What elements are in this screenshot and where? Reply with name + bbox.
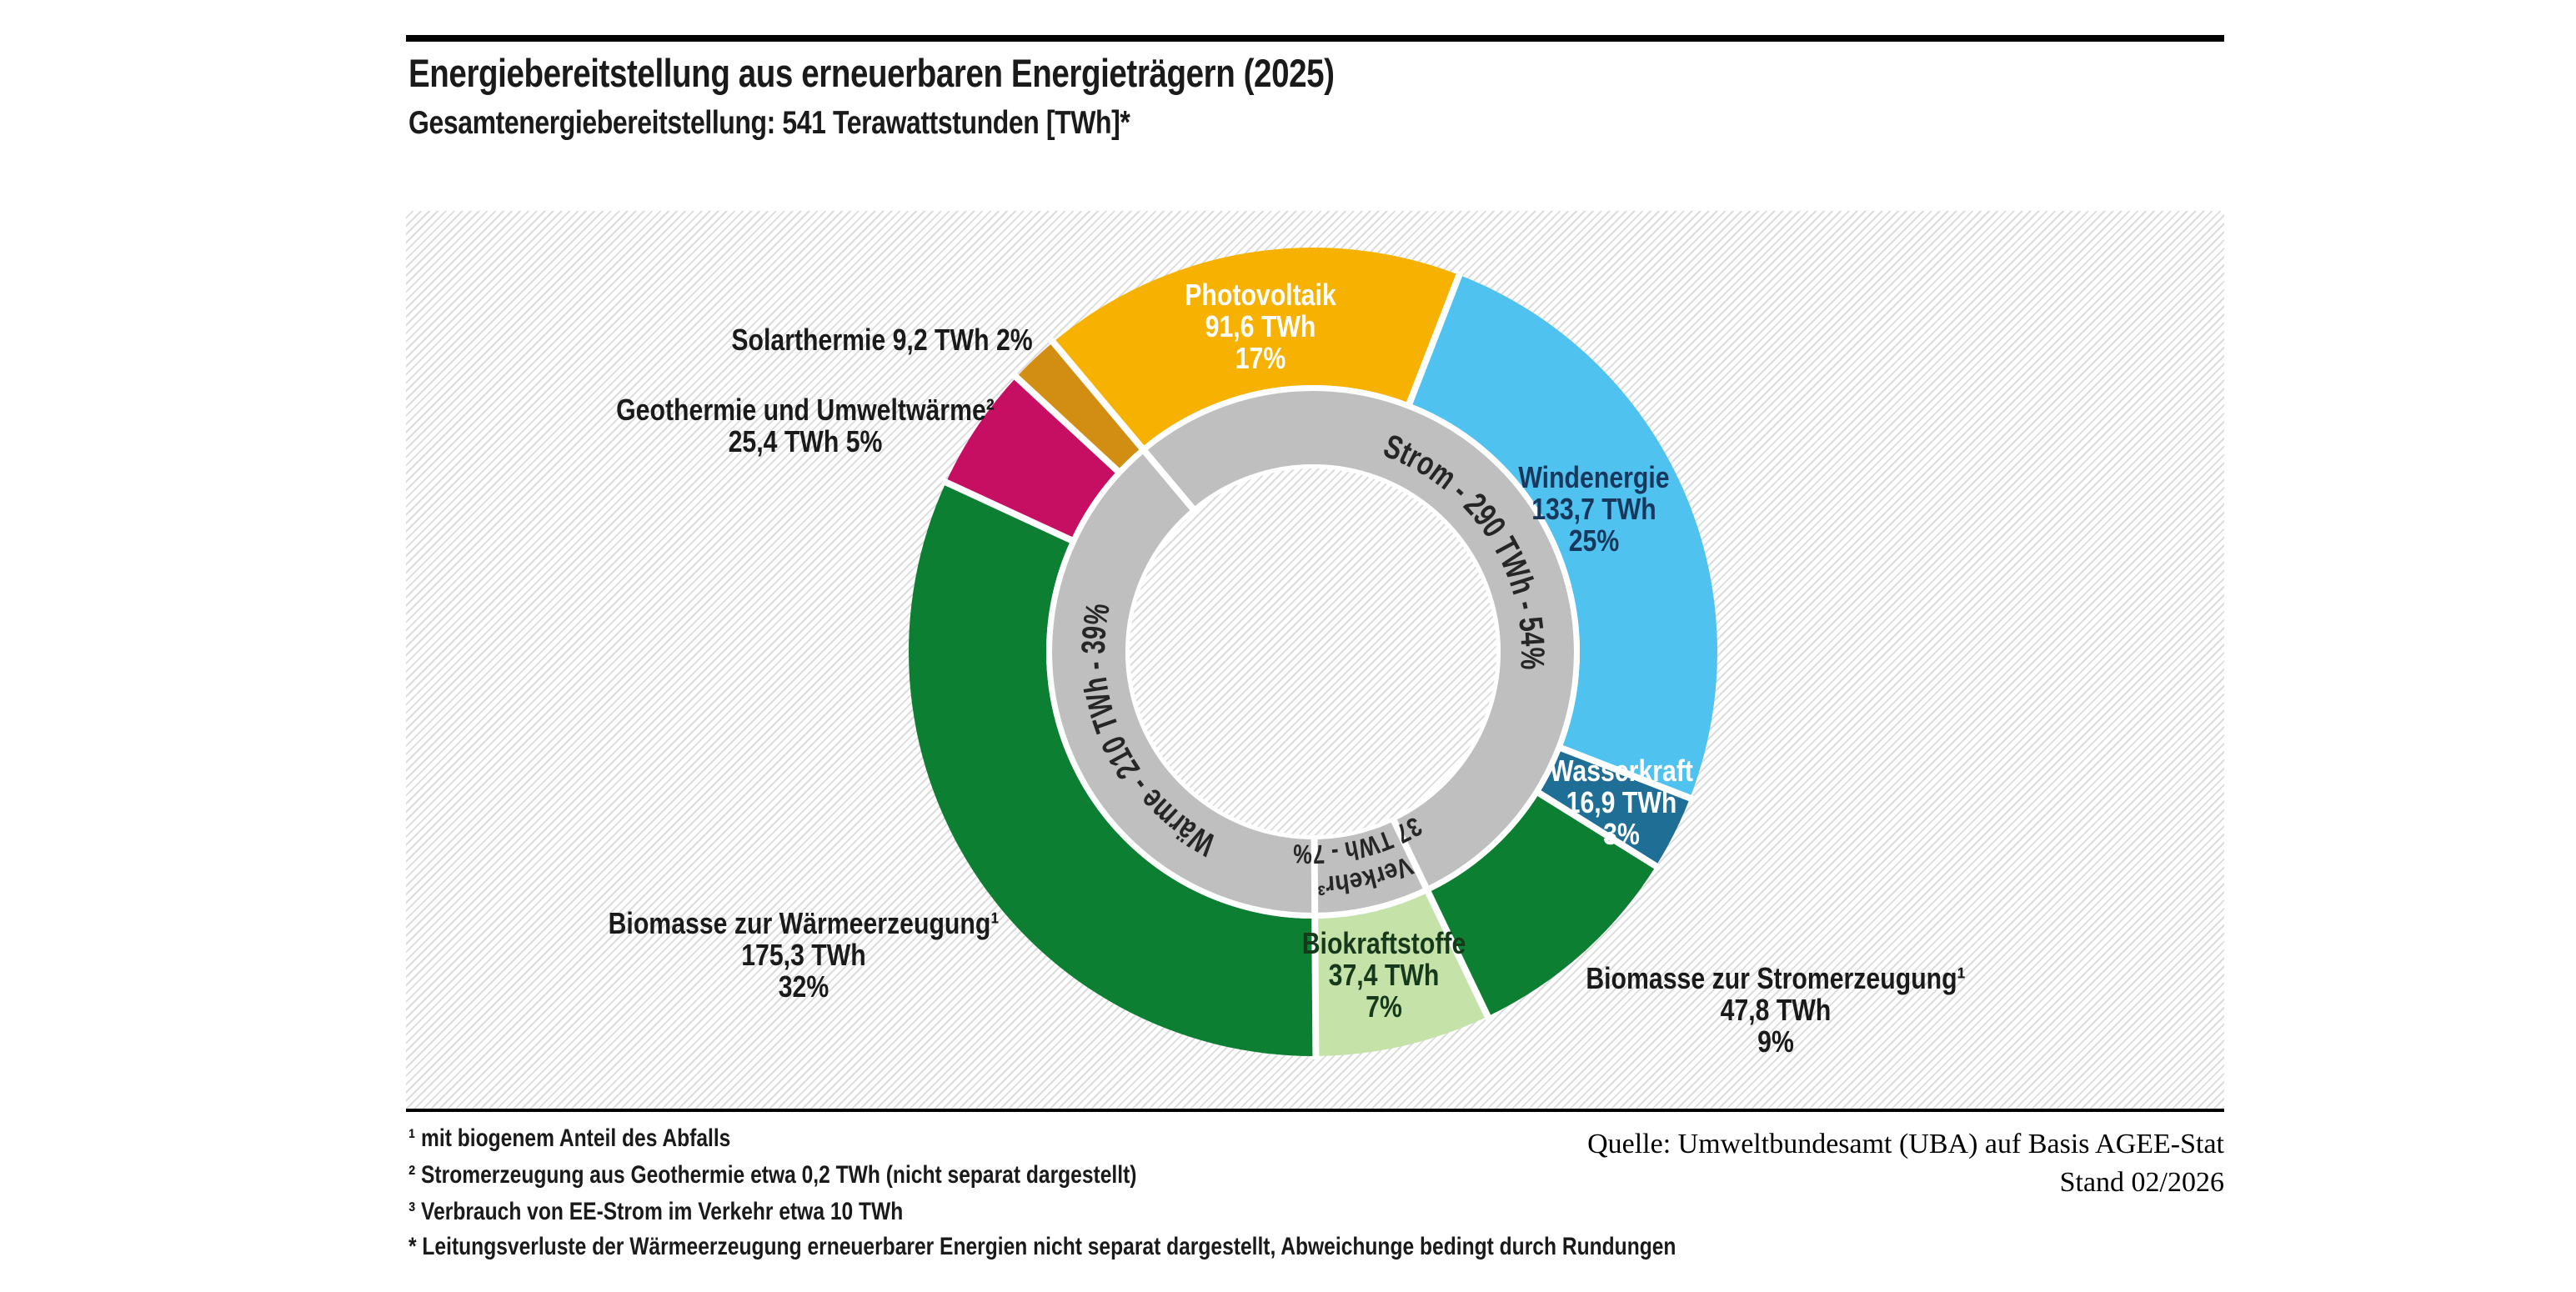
asterisk-note: * Leitungsverluste der Wärmeerzeugung er… bbox=[408, 1233, 1676, 1260]
chart-subtitle: Gesamtenergiebereitstellung: 541 Terawat… bbox=[408, 105, 1288, 142]
segment-photovoltaik bbox=[1053, 248, 1460, 448]
footnote-2: ² Stromerzeugung aus Geothermie etwa 0,2… bbox=[408, 1161, 1137, 1189]
segment-wasserkraft bbox=[1539, 748, 1691, 867]
segment-solarthermie bbox=[1016, 342, 1142, 471]
segment-biomasse-zur-stromerzeugung- bbox=[1428, 793, 1656, 1017]
chart-title: Energiebereitstellung aus erneuerbaren E… bbox=[408, 50, 1537, 96]
footnote-3: ³ Verbrauch von EE-Strom im Verkehr etwa… bbox=[408, 1198, 904, 1225]
source-line2: Stand 02/2026 bbox=[2059, 1167, 2224, 1198]
segment-windenergie bbox=[1409, 274, 1717, 799]
top-rule bbox=[406, 35, 2224, 42]
segment-biomasse-zur-w-rmeerzeugung- bbox=[908, 482, 1316, 1056]
footnotes: ¹ mit biogenem Anteil des Abfalls ² Stro… bbox=[408, 1120, 1296, 1230]
chart-panel: Strom - 290 TWh - 54% Verkehr³ 37 TWh - 7%… bbox=[406, 211, 2224, 1109]
chart-title-text: Energiebereitstellung aus erneuerbaren E… bbox=[408, 51, 1335, 95]
footnote-1: ¹ mit biogenem Anteil des Abfalls bbox=[408, 1124, 731, 1152]
source-line1: Quelle: Umweltbundesamt (UBA) auf Basis … bbox=[1587, 1129, 2224, 1159]
source-note: Quelle: Umweltbundesamt (UBA) auf Basis … bbox=[1587, 1125, 2224, 1202]
chart-subtitle-text: Gesamtenergiebereitstellung: 541 Terawat… bbox=[408, 105, 1130, 141]
bottom-rule bbox=[406, 1109, 2224, 1112]
